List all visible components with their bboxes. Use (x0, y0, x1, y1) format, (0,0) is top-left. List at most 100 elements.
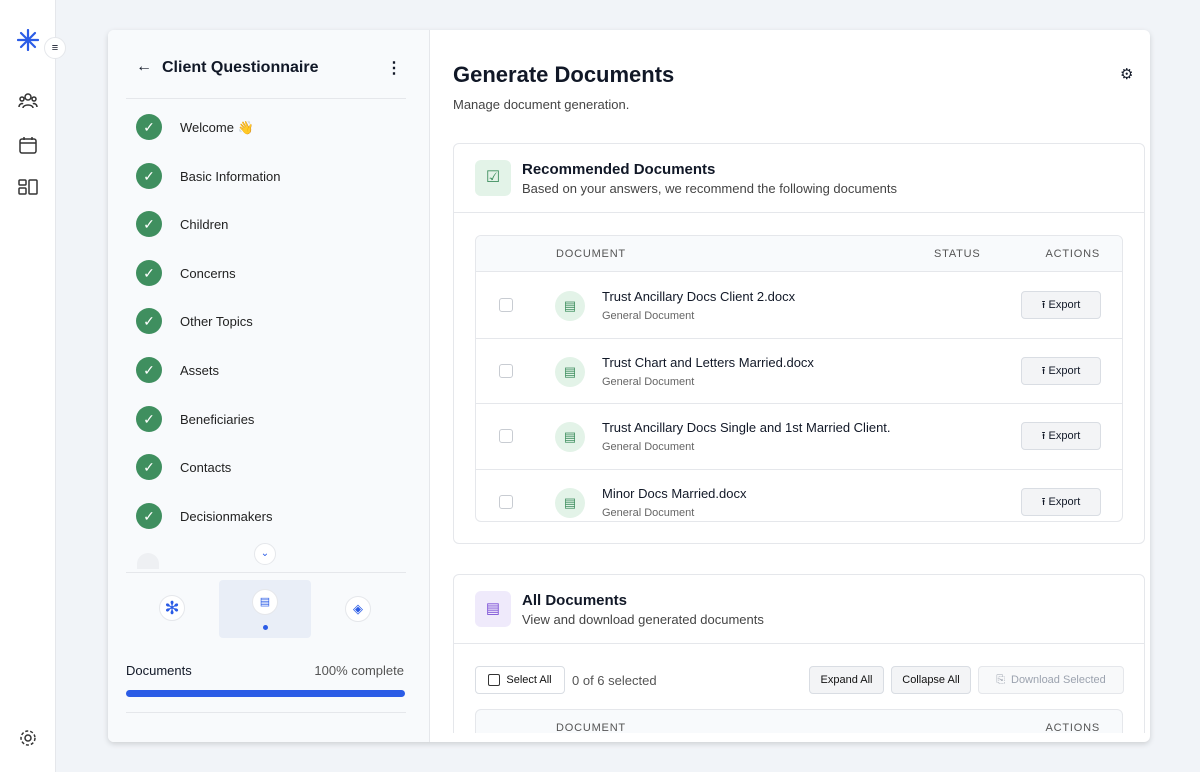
button-label: Export (1048, 299, 1081, 311)
export-button[interactable]: ⭱ Export (1021, 291, 1101, 319)
document-name: Trust Ancillary Docs Single and 1st Marr… (602, 420, 890, 436)
clients-icon[interactable] (18, 92, 38, 110)
logo (17, 29, 39, 51)
page-title: Generate Documents (453, 62, 675, 87)
document-icon: ▤ (555, 488, 585, 519)
all-documents-icon: ▤ (475, 591, 511, 627)
export-icon: ⭱ (1041, 364, 1049, 377)
layout-icon[interactable] (18, 179, 38, 195)
scroll-down[interactable]: ⌄ (254, 543, 276, 565)
row-checkbox[interactable] (499, 429, 513, 444)
icon-shape (18, 93, 38, 109)
column-header: DOCUMENT (556, 722, 626, 733)
tab-indicator (263, 625, 268, 630)
progress-status: 100% complete (314, 663, 404, 678)
step-check: ✓ (136, 308, 162, 335)
sidebar-toggle[interactable]: ≡ (44, 37, 66, 59)
step-label[interactable]: Other Topics (180, 314, 253, 330)
icon-shape (17, 29, 39, 51)
step-check: ✓ (136, 162, 162, 189)
tab-layers[interactable]: ◈ (345, 596, 371, 622)
tab-questionnaire[interactable]: ✻ (159, 595, 185, 621)
icon-shape (18, 187, 27, 195)
button-label: Export (1048, 430, 1081, 443)
tab-documents[interactable]: ▤ (252, 589, 278, 615)
select-all-button[interactable]: Select All (475, 666, 565, 694)
step-label[interactable]: Contacts (180, 460, 232, 476)
document-icon: ▤ (555, 291, 585, 321)
export-icon: ⭱ (1041, 430, 1049, 443)
page-subtitle: Manage document generation. (453, 97, 630, 112)
row-checkbox[interactable] (499, 495, 513, 510)
row-divider (476, 469, 1122, 471)
step-label[interactable]: Basic Information (180, 168, 281, 184)
row-checkbox[interactable] (499, 363, 513, 378)
back-button[interactable]: ← (136, 58, 152, 75)
document-type: General Document (602, 507, 695, 520)
download-selected-button[interactable]: ⎘ Download Selected (978, 666, 1124, 694)
document-type: General Document (602, 441, 695, 454)
checkbox (488, 674, 501, 686)
export-button[interactable]: ⭱ Export (1021, 488, 1101, 517)
main-card: ← Client Questionnaire ⋮ ✓ Welcome 👋 ✓ Basi… (108, 30, 1150, 742)
document-name: Trust Ancillary Docs Client 2.docx (602, 289, 796, 304)
divider (126, 712, 406, 713)
icon-shape (31, 96, 37, 102)
divider (126, 572, 406, 573)
more-menu[interactable]: ⋮ (386, 60, 402, 77)
settings-icon[interactable] (19, 729, 37, 747)
selection-count: 0 of 6 selected (572, 673, 657, 688)
icon-shape (19, 96, 25, 102)
divider (126, 98, 406, 99)
calendar-icon[interactable] (19, 136, 37, 154)
recommended-card: ☑ Recommended Documents Based on your an… (453, 143, 1145, 544)
questionnaire-panel: ← Client Questionnaire ⋮ ✓ Welcome 👋 ✓ Basi… (108, 30, 430, 742)
step-check: ✓ (136, 357, 162, 383)
row-divider (476, 337, 1122, 339)
icon-shape (24, 734, 32, 742)
icon-shape (19, 137, 37, 154)
document-name: Minor Docs Married.docx (602, 486, 747, 502)
all-documents-table: DOCUMENT ACTIONS (475, 709, 1123, 733)
button-label: Download Selected (1011, 674, 1106, 686)
button-label: Export (1048, 364, 1081, 377)
button-label: Select All (506, 674, 552, 686)
step-label[interactable]: Children (180, 217, 229, 233)
nav-rail: ≡ (0, 0, 66, 772)
export-icon: ⭱ (1041, 299, 1049, 311)
icon-shape (19, 138, 37, 154)
step-label[interactable]: Concerns (180, 265, 236, 281)
step-check: ✓ (136, 211, 162, 238)
section-title: Recommended Documents (522, 161, 716, 178)
section-title: All Documents (522, 592, 628, 609)
settings-button[interactable]: ⚙ (1120, 66, 1134, 83)
icon-shape (19, 31, 37, 49)
expand-all-button[interactable]: Expand All (809, 666, 884, 694)
step-label[interactable]: Beneficiaries (180, 411, 255, 427)
document-type: General Document (602, 310, 695, 322)
export-button[interactable]: ⭱ Export (1021, 422, 1101, 451)
icon-shape (28, 179, 38, 195)
export-icon: ⭱ (1041, 496, 1049, 509)
column-header: ACTIONS (1045, 722, 1100, 733)
step-label[interactable]: Decisionmakers (180, 508, 273, 524)
collapse-all-button[interactable]: Collapse All (891, 666, 971, 694)
document-type: General Document (602, 375, 695, 388)
column-header: STATUS (934, 248, 981, 260)
progress-label: Documents (126, 663, 192, 678)
table-header (476, 236, 1122, 272)
document-name: Trust Chart and Letters Married.docx (602, 354, 814, 370)
step-check: ✓ (136, 405, 162, 432)
step-label[interactable]: Welcome 👋 (180, 120, 254, 135)
recommended-table: DOCUMENT STATUS ACTIONS ▤ Trust Ancillary… (475, 235, 1123, 522)
step-check: ✓ (136, 259, 162, 286)
document-icon: ▤ (555, 356, 585, 387)
export-button[interactable]: ⭱ Export (1021, 356, 1101, 385)
all-documents-card: ▤ All Documents View and download genera… (453, 574, 1145, 733)
step-label[interactable]: Assets (180, 363, 220, 378)
icon-shape (18, 179, 38, 195)
row-checkbox[interactable] (499, 298, 513, 312)
icon-shape (18, 102, 38, 109)
